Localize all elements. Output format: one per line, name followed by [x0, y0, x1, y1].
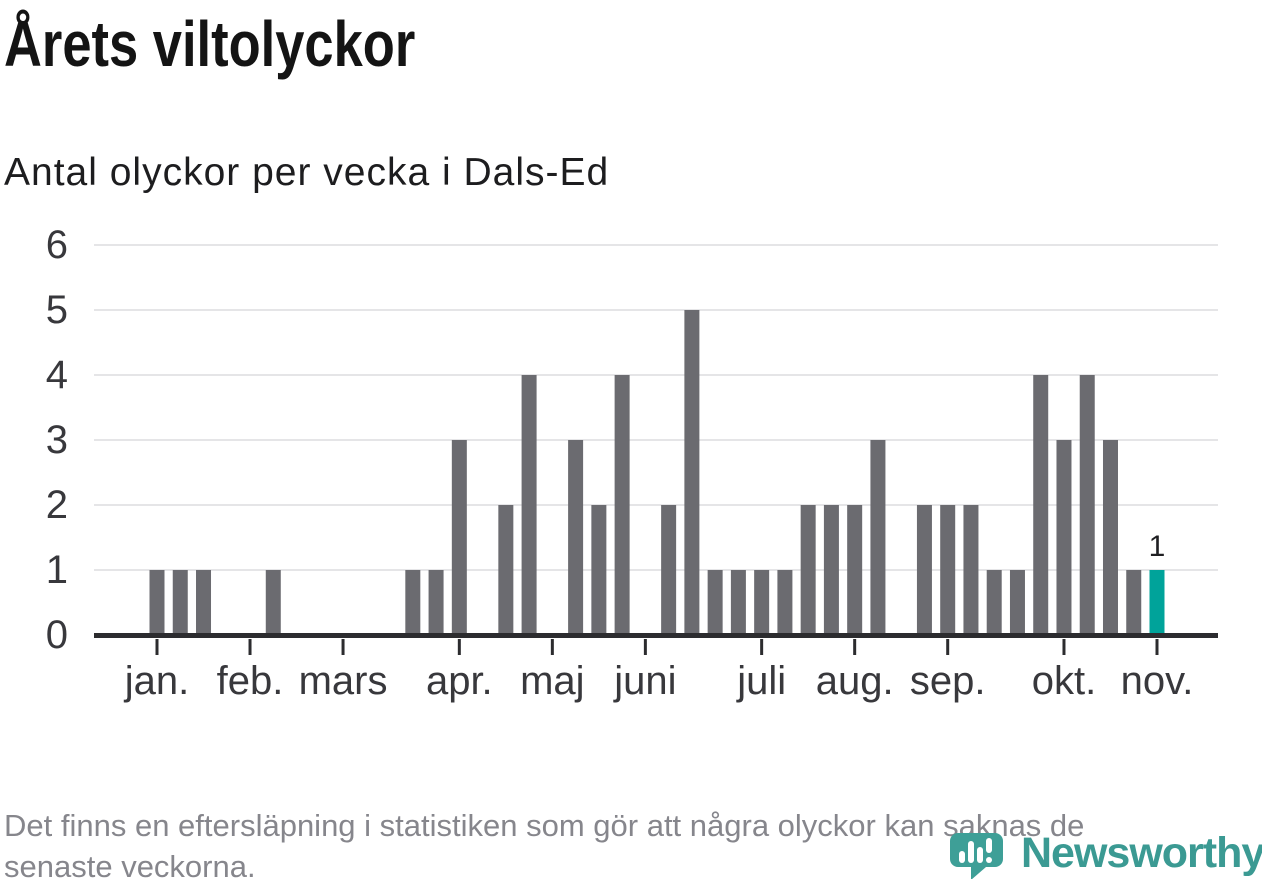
bar	[591, 505, 607, 635]
bar	[777, 570, 793, 635]
x-axis-month-label: okt.	[1032, 659, 1096, 703]
bar	[823, 505, 839, 635]
x-axis-month-label: aug.	[816, 659, 894, 703]
bar	[1056, 440, 1072, 635]
x-axis-month-label: feb.	[217, 659, 284, 703]
footnote-line2: senaste veckorna.	[4, 848, 256, 879]
x-axis-month-label: sep.	[910, 659, 986, 703]
x-axis-month-label: nov.	[1121, 659, 1194, 703]
bar	[1079, 375, 1095, 635]
highlight-value-label: 1	[1149, 530, 1166, 563]
y-axis-label: 6	[46, 223, 68, 267]
newsworthy-icon	[950, 833, 1003, 879]
bar	[196, 570, 212, 635]
x-axis-month-label: juli	[736, 659, 786, 703]
bar	[568, 440, 584, 635]
page-title: Årets viltolyckor	[4, 8, 416, 80]
bar	[963, 505, 979, 635]
bar	[870, 440, 886, 635]
footnote-line1: Det finns en eftersläpning i statistiken…	[4, 808, 1085, 843]
bar	[172, 570, 188, 635]
bar	[498, 505, 514, 635]
bar	[754, 570, 770, 635]
bar	[661, 505, 677, 635]
y-axis-label: 0	[46, 613, 68, 657]
y-axis-label: 5	[46, 288, 68, 332]
footnote: Det finns en eftersläpning i statistiken…	[4, 806, 1254, 879]
y-axis-label: 2	[46, 483, 68, 527]
x-axis-month-label: juni	[613, 659, 676, 703]
x-axis-month-label: apr.	[426, 659, 493, 703]
y-axis-label: 1	[46, 548, 68, 592]
bar	[1126, 570, 1142, 635]
bar	[1009, 570, 1025, 635]
bar	[1102, 440, 1118, 635]
bar	[800, 505, 816, 635]
newsworthy-wordmark: Newsworthy	[1021, 829, 1262, 877]
bar	[684, 310, 700, 635]
bar	[614, 375, 630, 635]
bar	[405, 570, 421, 635]
y-axis-label: 4	[46, 353, 68, 397]
bar	[149, 570, 165, 635]
bar	[451, 440, 467, 635]
newsworthy-logo: Newsworthy	[950, 829, 1262, 879]
bar	[428, 570, 444, 635]
bar	[521, 375, 537, 635]
x-axis-month-label: jan.	[124, 659, 190, 703]
chart-subtitle: Antal olyckor per vecka i Dals-Ed	[4, 151, 610, 194]
bar	[265, 570, 281, 635]
x-axis-month-label: maj	[520, 659, 584, 703]
x-axis-month-label: mars	[299, 659, 388, 703]
bar	[1033, 375, 1049, 635]
bar	[707, 570, 723, 635]
bar	[847, 505, 863, 635]
y-axis-label: 3	[46, 418, 68, 462]
bar	[916, 505, 932, 635]
bar	[940, 505, 956, 635]
bar	[730, 570, 746, 635]
bar-highlighted-latest-week	[1149, 570, 1165, 635]
bar	[986, 570, 1002, 635]
